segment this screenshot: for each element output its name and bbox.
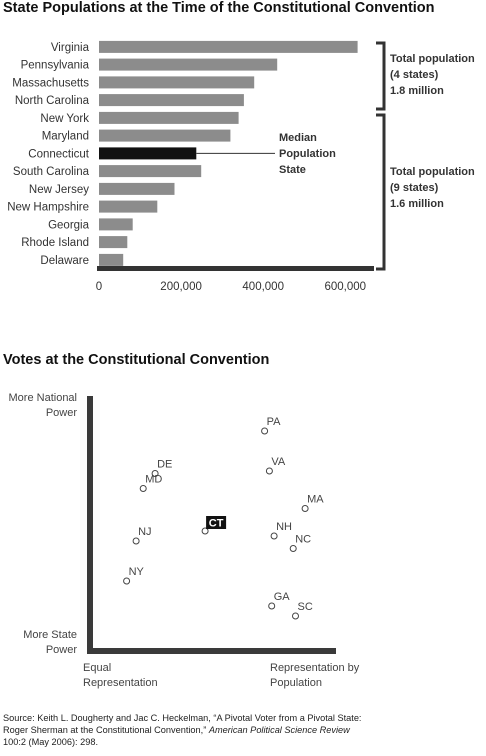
y-axis-top-label: Power [46,407,78,419]
category-label-south-carolina: South Carolina [13,166,90,178]
source-line-3: 100:2 (May 2006): 298. [3,737,98,747]
group-2-label-line: 1.6 million [390,198,444,210]
source-journal: American Political Science Review [208,725,350,735]
group-2-label-line: (9 states) [390,182,439,194]
bracket-group-1 [376,41,386,111]
bar-connecticut [99,147,197,160]
category-label-new-york: New York [40,113,89,125]
group-1-label-line: Total population [390,53,475,65]
source-line-1: Source: Keith L. Dougherty and Jac C. He… [3,713,362,723]
bar-new-hampshire [99,200,158,213]
point-nc [289,545,297,552]
point-nj [132,537,140,545]
bar-georgia [99,218,133,231]
category-label-connecticut: Connecticut [28,148,90,160]
point-nh [270,532,278,540]
point-md [139,485,147,492]
point-ny [123,577,131,585]
y-axis-top-label: More National [9,392,77,404]
group-1-label-line: (4 states) [390,69,439,81]
category-label-massachusetts: Massachusetts [12,77,89,89]
y-axis-bottom-label: More State [23,629,77,641]
category-label-delaware: Delaware [40,255,89,267]
point-md-label: MD [145,474,162,486]
category-label-rhode-island: Rhode Island [21,237,89,249]
x-axis-line [87,648,336,654]
category-label-georgia: Georgia [48,219,90,231]
x-axis-right-label: Population [270,677,322,689]
point-de-label: DE [157,459,172,471]
median-label-line: Population [279,148,336,160]
median-label-line: Median [279,132,317,144]
point-ma [301,505,309,512]
point-ga-label: GA [274,591,291,603]
category-label-virginia: Virginia [51,42,90,54]
point-sc-label: SC [298,601,313,613]
x-tick-label-400-000: 400,000 [242,281,284,293]
x-tick-label-600-000: 600,000 [325,281,367,293]
point-va-label: VA [271,456,286,468]
bar-north-carolina [99,94,244,107]
point-ma-label: MA [307,494,324,506]
point-ga [268,602,276,610]
scatter-chart: More National Power More State Power Equal Re… [9,392,360,689]
bar-chart-title: State Populations at the Time of the Con… [3,0,435,16]
point-ny-label: NY [129,566,145,578]
point-va [265,467,273,475]
group-2-label-line: Total population [390,166,475,178]
bar-massachusetts [99,76,255,89]
category-label-new-jersey: New Jersey [29,184,89,196]
x-axis-right-label: Representation by [270,662,360,674]
y-axis-bottom-label: Power [46,644,78,656]
point-nh-label: NH [276,521,292,533]
category-label-maryland: Maryland [42,131,89,143]
point-ct [201,527,209,535]
source-line-2-text: Roger Sherman at the Constitutional Conv… [3,725,209,735]
x-tick-label-200-000: 200,000 [160,281,202,293]
x-axis-line [97,266,374,271]
bracket-group-2 [376,113,386,271]
bar-pennsylvania [99,58,278,71]
bar-new-jersey [99,182,175,195]
group-1-label-line: 1.8 million [390,85,444,97]
point-pa-label: PA [267,416,282,428]
category-label-pennsylvania: Pennsylvania [21,60,90,72]
bar-delaware [99,253,124,266]
point-pa [261,427,269,435]
source-citation: Source: Keith L. Dougherty and Jac C. He… [3,712,483,748]
bar-south-carolina [99,165,202,178]
bar-rhode-island [99,236,128,249]
x-axis-left-label: Equal [83,662,111,674]
point-ct-label: CT [209,518,224,530]
point-nc-label: NC [295,534,311,546]
y-axis-line [87,396,93,654]
bar-virginia [99,40,358,53]
x-tick-label-0: 0 [96,281,102,293]
bar-maryland [99,129,231,142]
point-nj-label: NJ [138,526,151,538]
point-ct-label-box [206,516,227,529]
median-label-line: State [279,164,306,176]
bar-new-york [99,111,239,124]
scatter-chart-title: Votes at the Constitutional Convention [3,352,270,368]
x-axis-left-label: Representation [83,677,158,689]
point-de [151,470,159,477]
source-line-2: Roger Sherman at the Constitutional Conv… [3,724,483,736]
category-label-north-carolina: North Carolina [15,95,90,107]
category-label-new-hampshire: New Hampshire [7,202,89,214]
point-sc [292,612,299,620]
bar-chart: Virginia Pennsylvania Massachusetts North C… [7,40,475,293]
